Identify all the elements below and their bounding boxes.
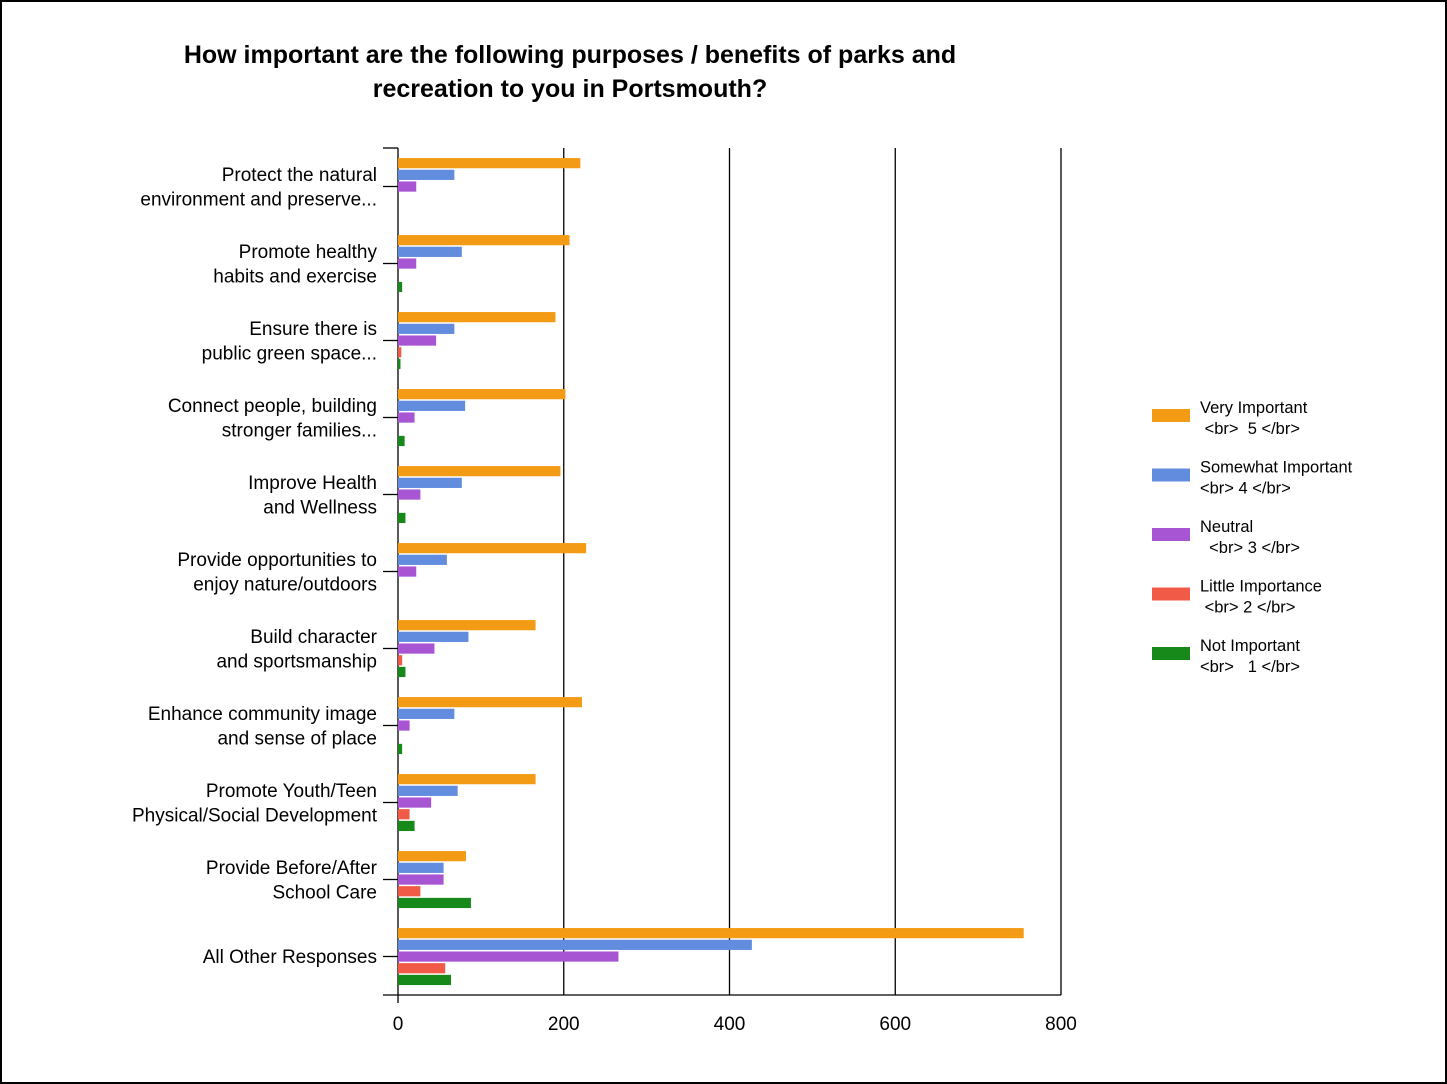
legend-swatch <box>1152 468 1190 482</box>
bar <box>398 697 582 708</box>
category-label: Enhance community image <box>148 704 377 725</box>
x-tick-label: 200 <box>548 1014 580 1035</box>
category-label: Provide opportunities to <box>177 550 377 571</box>
legend-swatch <box>1152 647 1190 660</box>
bar <box>398 743 403 755</box>
category-label: Ensure there is <box>249 319 377 340</box>
x-tick-label: 0 <box>393 1014 404 1035</box>
category-label: Provide Before/After <box>206 858 378 879</box>
category-label: and Wellness <box>263 497 377 518</box>
bar <box>398 169 455 180</box>
category-label: and sense of place <box>217 728 377 749</box>
bar <box>398 477 462 488</box>
bar <box>398 708 455 719</box>
bar <box>398 720 410 731</box>
bar <box>398 643 435 654</box>
x-tick-label: 400 <box>714 1014 746 1035</box>
bar <box>398 335 437 346</box>
x-tick-label: 600 <box>879 1014 911 1035</box>
bar <box>398 389 566 400</box>
category-label: Protect the natural <box>222 165 377 186</box>
bar <box>398 785 458 796</box>
bar <box>398 820 415 832</box>
bar <box>398 963 446 974</box>
bar <box>398 554 447 565</box>
category-label: Promote Youth/Teen <box>206 781 377 802</box>
legend-label: Not Important <box>1200 637 1300 655</box>
bar <box>398 566 417 577</box>
legend-label: Very Important <box>1200 399 1308 417</box>
bar <box>398 246 462 257</box>
bar <box>398 951 619 962</box>
bar <box>398 543 587 554</box>
legend-swatch <box>1152 409 1190 422</box>
bar <box>398 466 561 477</box>
bar <box>398 928 1024 939</box>
category-label: Promote healthy <box>239 242 378 263</box>
legend-swatch <box>1152 528 1190 541</box>
legend-label: Little Importance <box>1200 578 1322 596</box>
category-label: Physical/Social Development <box>132 805 378 826</box>
bar <box>398 897 471 909</box>
bar <box>398 158 581 169</box>
category-label: Connect people, building <box>168 396 377 417</box>
bar <box>398 235 570 246</box>
chart-title-line: How important are the following purposes… <box>184 41 956 69</box>
bar <box>398 655 403 666</box>
legend-label: Neutral <box>1200 518 1253 536</box>
legend-label: <br> 2 </br> <box>1200 599 1295 617</box>
category-label: All Other Responses <box>203 947 377 968</box>
legend-label: <br> 3 </br> <box>1200 539 1300 557</box>
bar <box>398 939 752 950</box>
legend-label: <br> 1 </br> <box>1200 658 1300 676</box>
bar <box>398 258 417 269</box>
bar <box>398 974 452 986</box>
bar <box>398 631 469 642</box>
category-label: School Care <box>272 882 377 903</box>
bar <box>398 666 406 678</box>
bar <box>398 797 432 808</box>
bar <box>398 312 556 323</box>
bar <box>398 851 466 862</box>
bar <box>398 512 406 524</box>
bar <box>398 435 405 447</box>
bar <box>398 774 536 785</box>
legend-label: <br> 5 </br> <box>1200 420 1300 438</box>
bar <box>398 886 421 897</box>
category-label: public green space... <box>202 343 377 364</box>
legend-label: <br> 4 </br> <box>1200 480 1291 498</box>
category-label: and sportsmanship <box>216 651 377 672</box>
bar <box>398 620 536 631</box>
legend-label: Somewhat Important <box>1200 459 1353 477</box>
bar <box>398 489 421 500</box>
category-label: Build character <box>250 627 377 648</box>
bar <box>398 181 417 192</box>
category-label: environment and preserve... <box>140 189 377 210</box>
bar <box>398 358 401 370</box>
bar <box>398 874 444 885</box>
bar <box>398 281 403 293</box>
category-label: enjoy nature/outdoors <box>193 574 377 595</box>
bar <box>398 809 410 820</box>
legend-swatch <box>1152 587 1190 601</box>
bar <box>398 347 402 358</box>
category-label: Improve Health <box>248 473 377 494</box>
bar <box>398 862 444 873</box>
bar <box>398 323 455 334</box>
x-tick-label: 800 <box>1045 1014 1077 1035</box>
chart-title-line: recreation to you in Portsmouth? <box>373 75 767 103</box>
category-label: habits and exercise <box>213 266 377 287</box>
category-label: stronger families... <box>222 420 377 441</box>
bar <box>398 412 415 423</box>
bar <box>398 400 466 411</box>
